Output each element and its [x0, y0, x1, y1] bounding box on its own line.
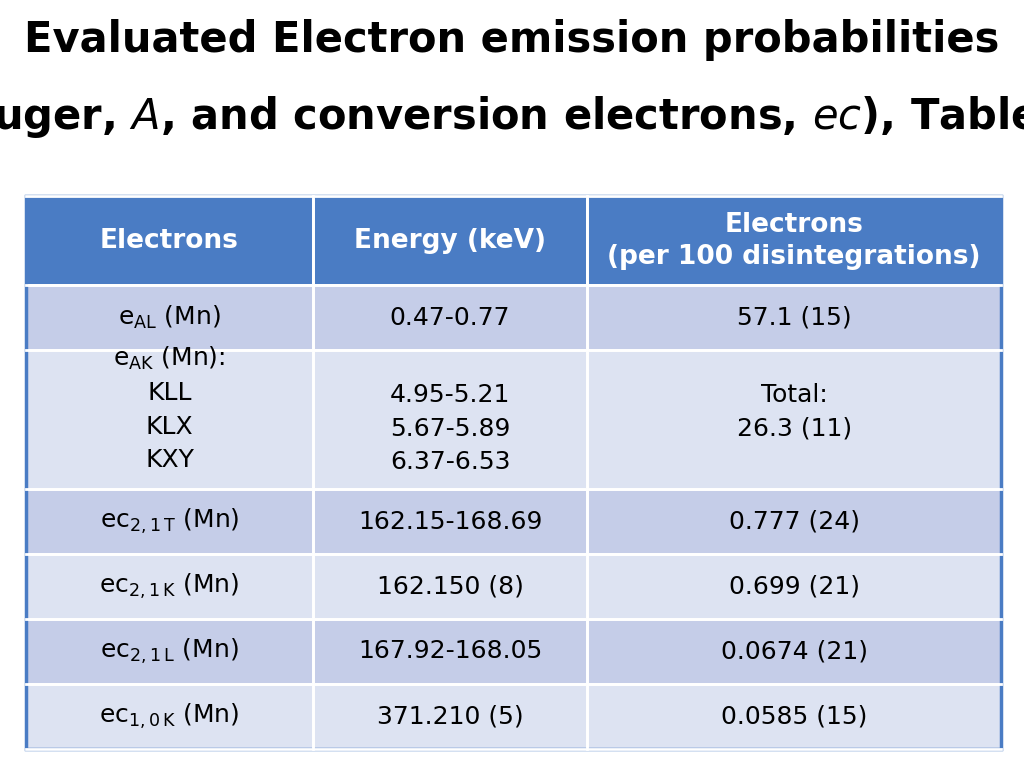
Text: 162.15-168.69: 162.15-168.69 [358, 510, 543, 534]
Text: Electrons
(per 100 disintegrations): Electrons (per 100 disintegrations) [607, 212, 981, 270]
Text: $\mathrm{ec_{2,1\,K}}$ (Mn): $\mathrm{ec_{2,1\,K}}$ (Mn) [99, 572, 240, 601]
Text: 167.92-168.05: 167.92-168.05 [358, 640, 543, 664]
Text: 0.777 (24): 0.777 (24) [729, 510, 859, 534]
Bar [587, 684, 1001, 749]
Bar [313, 684, 587, 749]
Bar [587, 554, 1001, 619]
Text: Electrons: Electrons [100, 227, 239, 253]
Text: 0.0585 (15): 0.0585 (15) [721, 704, 867, 728]
Text: 0.0674 (21): 0.0674 (21) [721, 640, 867, 664]
Bar [26, 619, 313, 684]
Bar [313, 619, 587, 684]
Bar [587, 286, 1001, 350]
Bar [587, 619, 1001, 684]
Bar [26, 286, 313, 350]
Bar [26, 489, 313, 554]
Text: 0.699 (21): 0.699 (21) [729, 574, 859, 598]
Text: $\mathrm{e_{AK}}$ (Mn):
KLL
KLX
KXY: $\mathrm{e_{AK}}$ (Mn): KLL KLX KXY [114, 344, 225, 472]
Text: Energy (keV): Energy (keV) [354, 227, 546, 253]
Text: 0.47-0.77: 0.47-0.77 [390, 306, 510, 330]
Bar [313, 489, 587, 554]
Bar [26, 684, 313, 749]
Text: 162.150 (8): 162.150 (8) [377, 574, 523, 598]
Text: 4.95-5.21
5.67-5.89
6.37-6.53: 4.95-5.21 5.67-5.89 6.37-6.53 [390, 350, 510, 475]
Bar [26, 554, 313, 619]
Text: $\mathrm{ec_{2,1\,T}}$ (Mn): $\mathrm{ec_{2,1\,T}}$ (Mn) [99, 507, 240, 536]
Text: $\mathrm{ec_{1,0\,K}}$ (Mn): $\mathrm{ec_{1,0\,K}}$ (Mn) [99, 702, 240, 731]
Text: $\mathrm{ec_{2,1\,L}}$ (Mn): $\mathrm{ec_{2,1\,L}}$ (Mn) [100, 637, 239, 666]
Text: 57.1 (15): 57.1 (15) [737, 306, 851, 330]
Text: $\mathrm{e_{AL}}$ (Mn): $\mathrm{e_{AL}}$ (Mn) [118, 304, 221, 332]
Text: 371.210 (5): 371.210 (5) [377, 704, 523, 728]
Text: (Auger, $\bf\mathit{A}$, and conversion electrons, $\bf\mathit{ec}$), Table 6: (Auger, $\bf\mathit{A}$, and conversion … [0, 94, 1024, 140]
Bar [313, 554, 587, 619]
Bar [587, 489, 1001, 554]
Text: Evaluated Electron emission probabilities: Evaluated Electron emission probabilitie… [25, 19, 999, 61]
Bar [313, 286, 587, 350]
Text: Total:
26.3 (11): Total: 26.3 (11) [736, 383, 852, 441]
